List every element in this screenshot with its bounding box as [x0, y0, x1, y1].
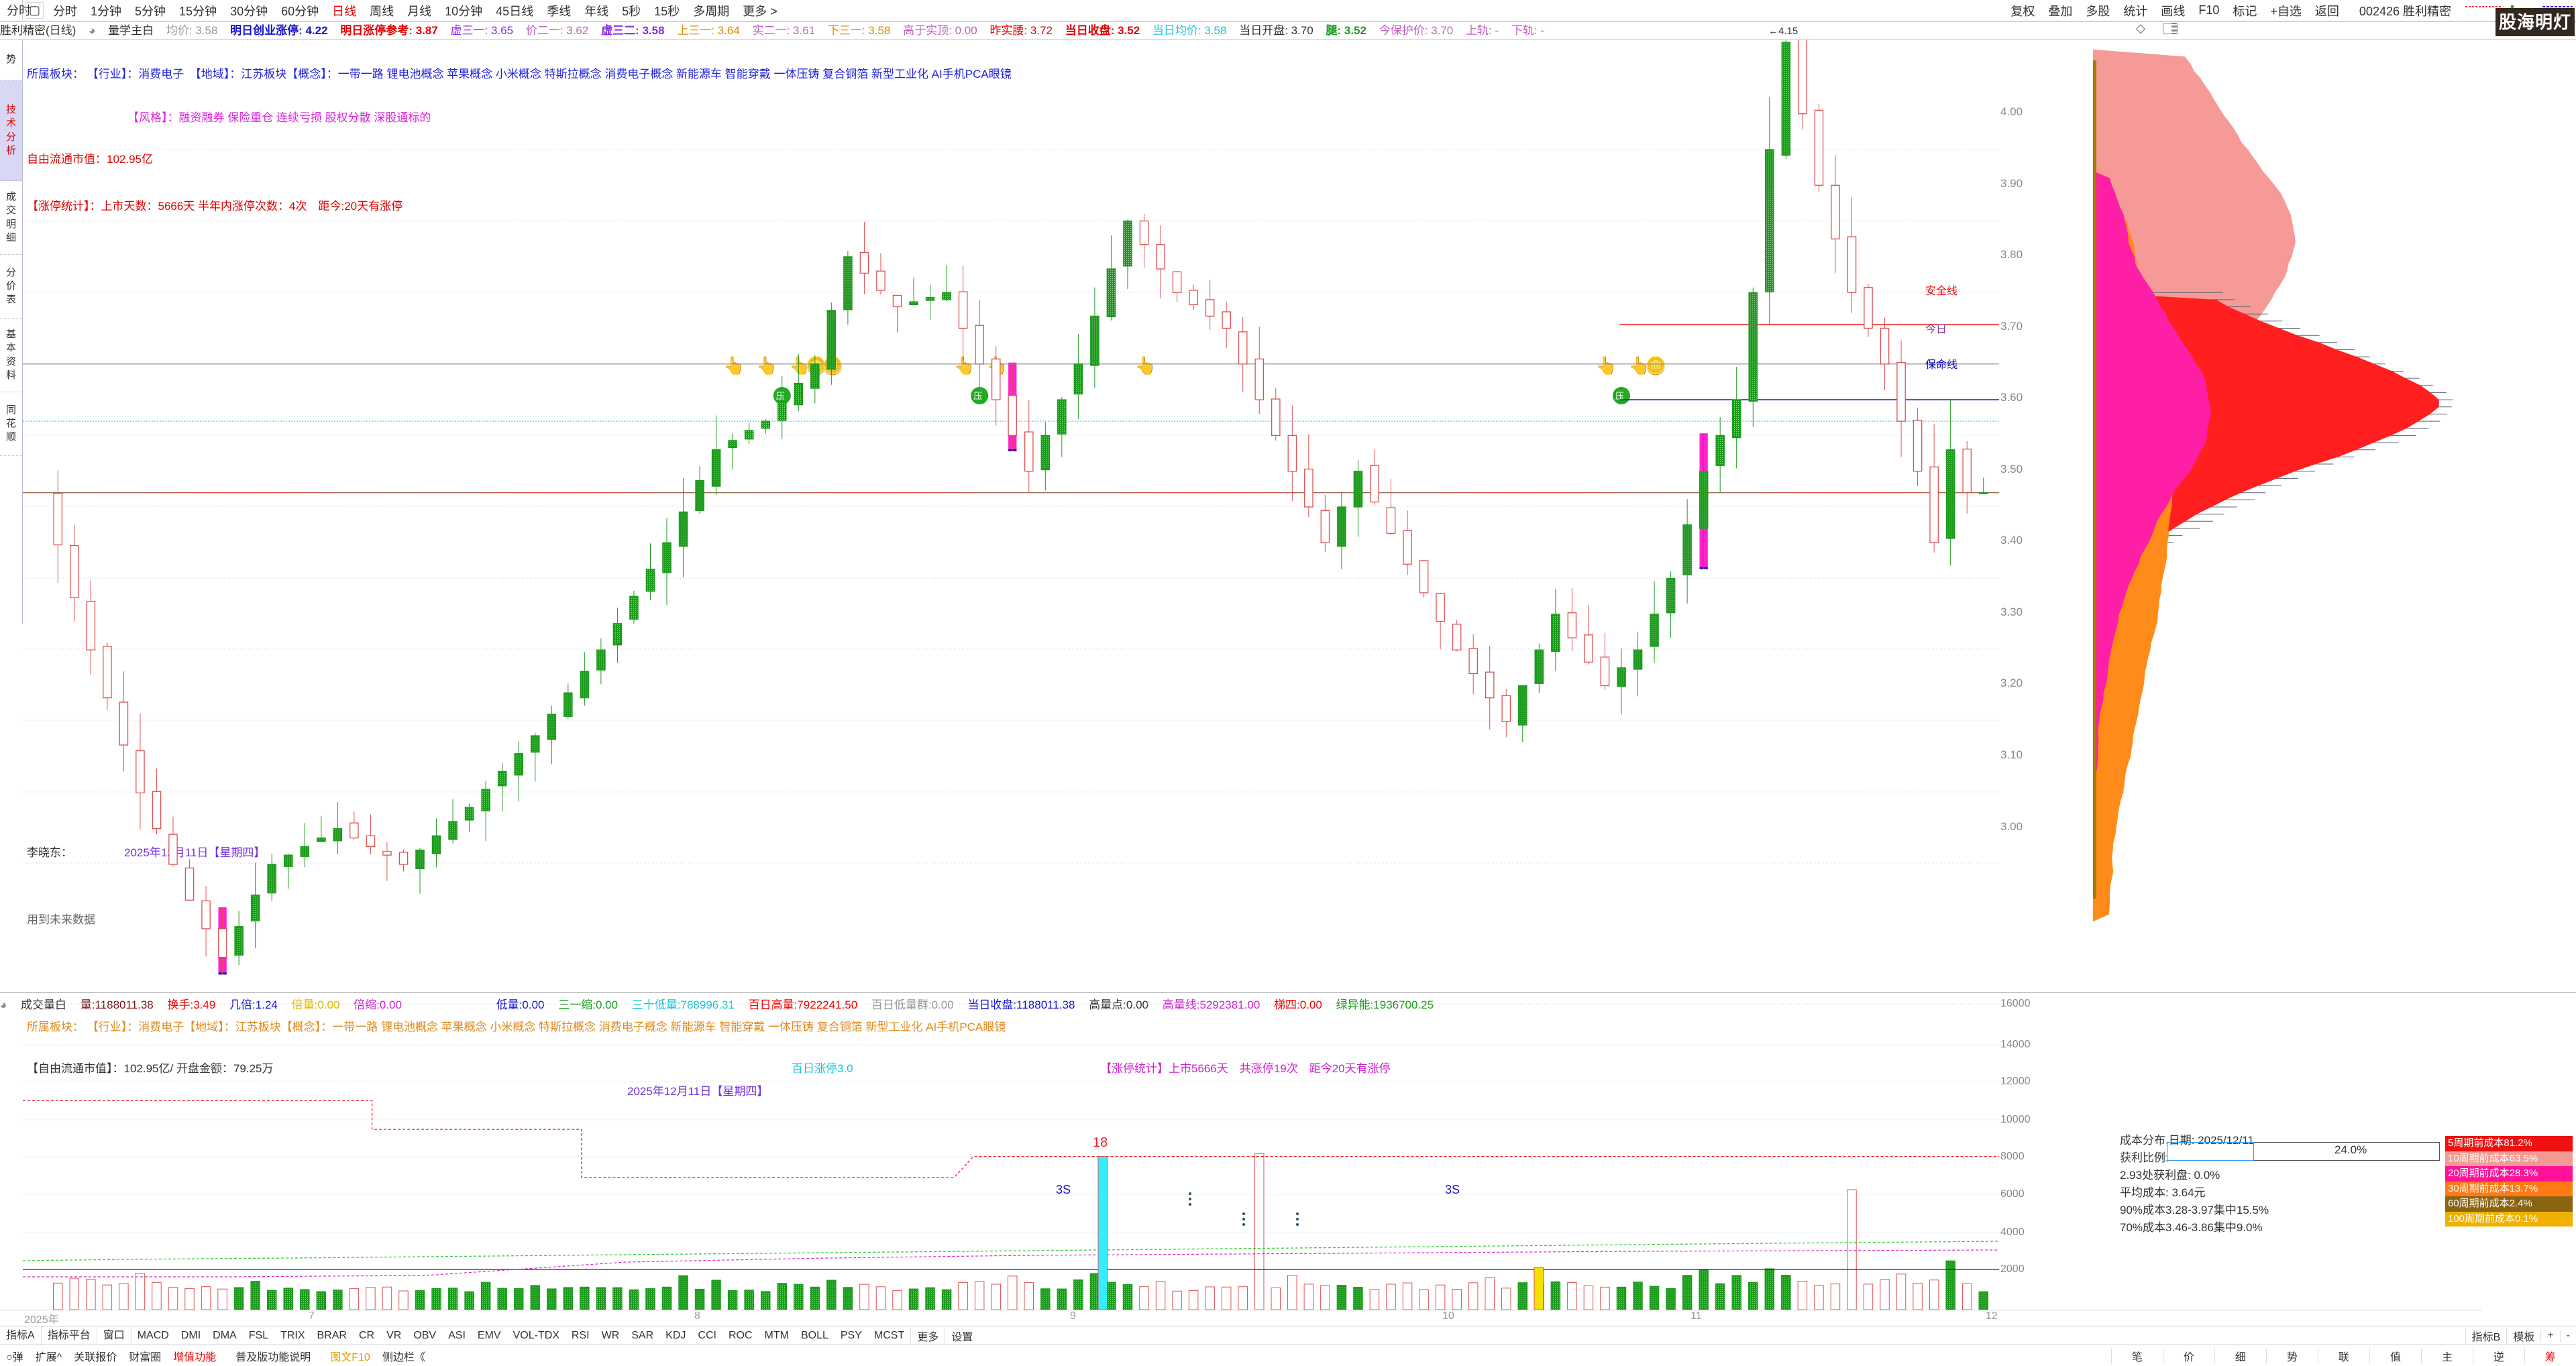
svg-text:3S: 3S — [1056, 1183, 1071, 1196]
svg-text:压: 压 — [973, 391, 982, 401]
svg-text:压: 压 — [776, 391, 785, 401]
svg-text:3S: 3S — [1445, 1183, 1460, 1196]
svg-text:18: 18 — [1093, 1135, 1108, 1150]
